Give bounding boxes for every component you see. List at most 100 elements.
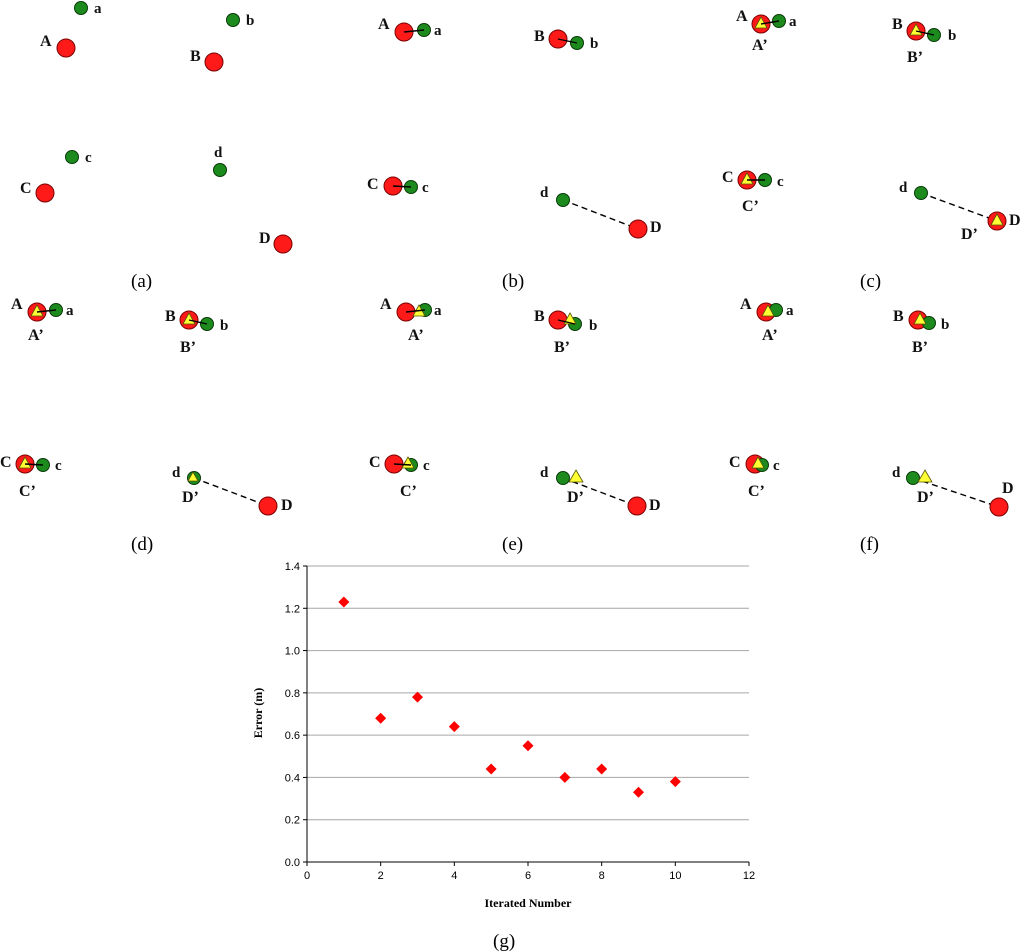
label-D: D [259,230,271,247]
link-d-D [920,192,998,222]
data-point [412,691,423,703]
label-B-prime: B’ [912,339,928,356]
label-b: b [246,13,254,29]
x-tick-label: 4 [451,870,457,882]
anchor-D [258,496,278,516]
label-D: D [281,497,293,514]
link-A-a [760,20,780,25]
label-A: A [380,296,392,313]
label-c: c [423,458,430,474]
estimate-A-prime [761,304,775,317]
label-D: D [650,219,662,236]
label-C: C [20,180,32,197]
label-A-prime: A’ [28,327,44,344]
label-A-prime: A’ [762,327,778,344]
label-c: c [777,174,784,190]
data-point [448,721,460,733]
panel-label-f: (f) [860,534,879,555]
label-C: C [722,169,734,186]
node-d [906,471,920,485]
estimate-A-prime [30,304,44,317]
label-a: a [66,303,74,319]
label-D: D [1009,212,1021,229]
link-C-c [392,185,412,188]
anchor-C [35,183,55,203]
node-d [914,186,928,200]
label-c: c [773,458,780,474]
label-C: C [0,454,12,471]
panel-label-d: (d) [131,534,153,555]
panel-e: A a A’ B b B’ C c C’ d D D’ (e) [369,296,661,555]
label-c: c [85,150,92,166]
label-D-prime: D’ [961,226,978,243]
panel-label-a: (a) [131,271,152,292]
panel-label-c: (c) [860,271,881,292]
x-tick-label: 0 [304,870,310,882]
label-a: a [789,14,797,30]
data-point [596,763,608,775]
label-D: D [649,497,661,514]
y-tick-label: 1.0 [285,646,300,658]
data-point [375,712,387,724]
x-tick-label: 6 [525,870,531,882]
link-B-b [557,319,576,325]
x-axis-label: Iterated Number [485,896,573,910]
label-a: a [434,23,442,39]
label-D-prime: D’ [917,489,934,506]
panel-label-g: (g) [493,931,515,952]
label-c: c [55,458,62,474]
chart-points [338,596,681,798]
data-point [338,596,350,608]
panel-label-b: (b) [502,271,524,292]
y-tick-label: 0.2 [285,815,300,827]
label-C-prime: C’ [742,198,759,215]
label-A-prime: A’ [752,37,768,54]
estimate-D-prime [568,469,584,483]
label-b: b [941,317,949,333]
chart-grid [307,565,749,821]
label-C-prime: C’ [19,483,36,500]
label-B: B [534,308,545,325]
label-D-prime: D’ [567,489,584,506]
label-D-prime: D’ [182,489,199,506]
link-d-D [912,477,1000,508]
label-b: b [589,318,597,334]
link-A-a [405,309,426,313]
estimate-B-prime [563,312,577,325]
y-tick-label: 0.0 [285,857,300,869]
link-C-c [24,463,44,466]
panel-d: A a A’ B b B’ C c C’ d D D’ (d) [0,296,293,555]
data-point [559,771,571,783]
y-tick-label: 0.6 [285,730,300,742]
panel-c: A a A’ B b B’ C c C’ d D D’ (c) [722,8,1021,292]
label-B: B [893,308,904,325]
label-B: B [190,48,201,65]
x-tick-label: 2 [378,870,384,882]
link-A-a [36,309,57,313]
label-A: A [40,33,52,50]
label-C: C [369,454,381,471]
label-B: B [892,16,903,33]
x-tick-label: 10 [669,870,681,882]
error-chart: 0.0 0.2 0.4 0.6 0.8 1.0 1.2 1.4 0 2 4 6 8 10 12 Itera… [251,561,755,910]
label-B-prime: B’ [907,49,923,66]
link-A-a [403,29,425,33]
label-b: b [590,36,598,52]
link-d-D [562,199,639,230]
label-A-prime: A’ [408,327,424,344]
label-B-prime: B’ [180,339,196,356]
node-c [65,150,79,164]
label-d: d [540,185,549,201]
node-d [213,163,227,177]
x-tick-label: 12 [743,870,755,882]
label-d: d [899,180,908,196]
y-axis-label: Error (m) [251,688,265,739]
label-A: A [11,296,23,313]
data-point [669,776,681,788]
estimate-C-prime [751,456,765,469]
label-A: A [740,296,752,313]
label-a: a [786,303,794,319]
label-b: b [220,318,228,334]
label-B-prime: B’ [554,339,570,356]
